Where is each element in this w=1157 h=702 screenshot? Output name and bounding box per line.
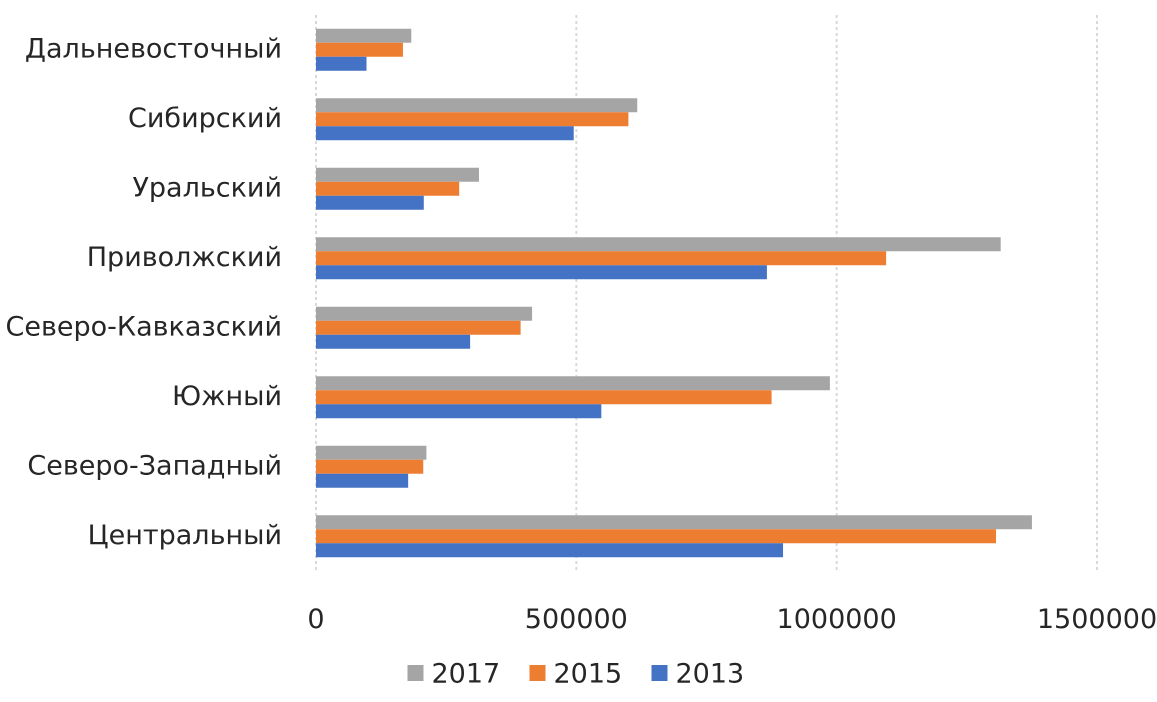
category-label: Южный — [172, 381, 282, 412]
bar-2015 — [316, 459, 424, 474]
legend-swatch — [529, 665, 546, 681]
x-tick-label: 0 — [307, 604, 324, 635]
legend-swatch — [407, 665, 424, 681]
bar-2015 — [316, 251, 887, 266]
bar-2013 — [316, 404, 602, 419]
bar-2015 — [316, 42, 403, 57]
category-label: Центральный — [88, 520, 282, 551]
category-label-layer: Центральный Северо-Западный Южный Северо-Ка… — [6, 33, 282, 551]
category-label: Северо-Западный — [27, 450, 282, 481]
bar-2017 — [316, 306, 533, 321]
x-tick-label: 500000 — [525, 604, 628, 635]
bar-2015 — [316, 529, 996, 544]
bar-2017 — [316, 98, 638, 113]
x-tick-label: 1500000 — [1037, 604, 1157, 635]
bar-2013 — [316, 126, 574, 141]
legend-label: 2015 — [554, 659, 623, 690]
tick-label-layer: 0 500000 1000000 1500000 — [307, 604, 1157, 635]
bar-2013 — [316, 195, 424, 210]
bar-2013 — [316, 56, 367, 71]
category-label: Северо-Кавказский — [6, 311, 282, 342]
bar-2017 — [316, 376, 830, 391]
legend-label: 2013 — [676, 659, 745, 690]
x-tick-label: 1000000 — [777, 604, 897, 635]
bar-2013 — [316, 265, 767, 280]
bar-2013 — [316, 334, 471, 349]
bar-2017 — [316, 28, 412, 43]
bar-2015 — [316, 181, 460, 196]
legend-label: 2017 — [432, 659, 501, 690]
bar-2013 — [316, 473, 409, 488]
bar-2017 — [316, 167, 479, 182]
bar-2015 — [316, 112, 629, 127]
bar-2017 — [316, 515, 1032, 530]
category-label: Сибирский — [128, 103, 282, 134]
category-label: Дальневосточный — [25, 33, 282, 64]
legend: 2017 2015 2013 — [407, 659, 745, 690]
bar-2017 — [316, 445, 427, 460]
bar-layer — [316, 28, 1032, 558]
bar-2015 — [316, 320, 521, 335]
legend-swatch — [651, 665, 668, 681]
bar-2017 — [316, 237, 1001, 252]
category-label: Уральский — [132, 172, 282, 203]
bar-2015 — [316, 390, 772, 405]
bar-2013 — [316, 543, 784, 558]
category-label: Приволжский — [87, 242, 282, 273]
